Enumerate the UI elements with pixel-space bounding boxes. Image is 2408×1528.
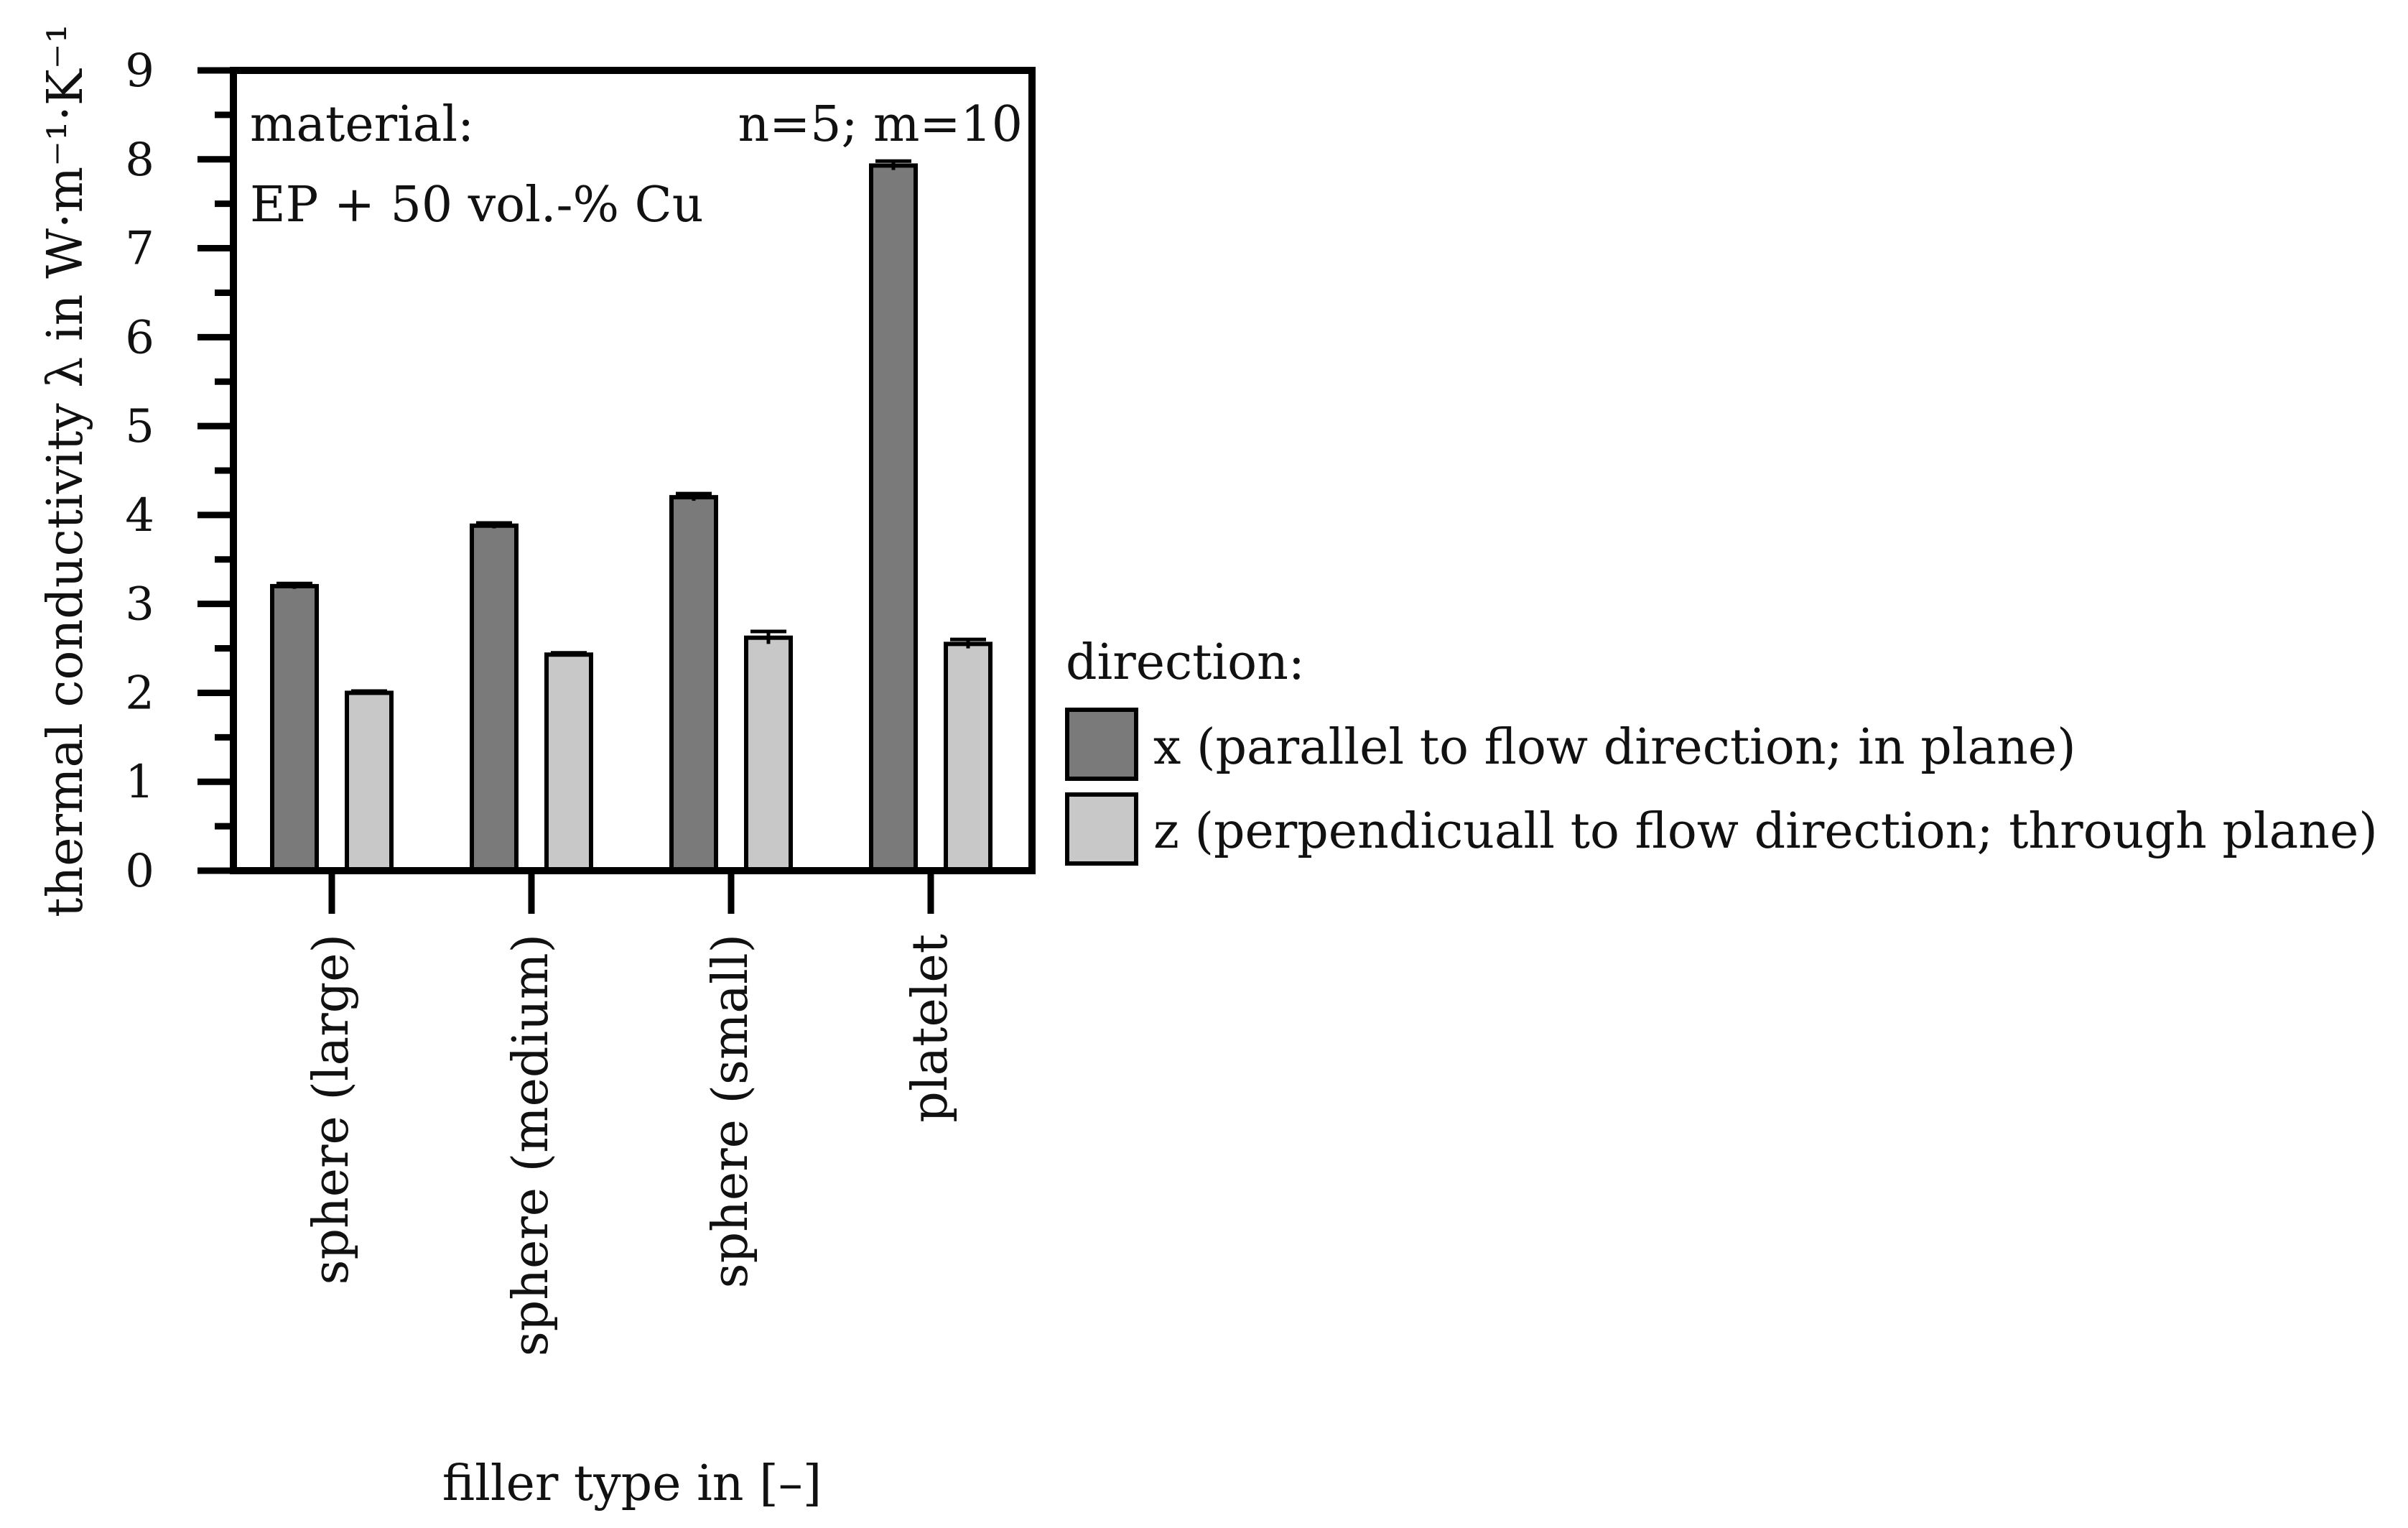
annotation-material-label: material: bbox=[250, 96, 474, 153]
y-axis: 0 1 2 3 4 5 6 7 8 9 bbox=[125, 45, 233, 898]
y-tick-label: 9 bbox=[125, 45, 154, 98]
y-tick-label: 8 bbox=[125, 134, 154, 187]
bar-x bbox=[470, 523, 519, 874]
y-tick-label: 4 bbox=[125, 489, 154, 542]
legend-title: direction: bbox=[1066, 634, 1305, 691]
x-tick-label: sphere (small) bbox=[702, 934, 759, 1288]
legend-swatch-z bbox=[1065, 792, 1138, 866]
bar-z bbox=[544, 652, 593, 873]
annotation-material-value: EP + 50 vol.-% Cu bbox=[250, 177, 704, 233]
bar-z bbox=[744, 635, 793, 873]
bars-group bbox=[270, 159, 993, 874]
x-tick-label: platelet bbox=[902, 934, 959, 1123]
legend: direction: x (parallel to flow direction… bbox=[1065, 634, 2378, 866]
y-tick-label: 2 bbox=[125, 667, 154, 720]
x-axis-title: filler type in [–] bbox=[442, 1455, 822, 1512]
x-axis: sphere (large) sphere (medium) sphere (sma… bbox=[303, 871, 959, 1356]
y-tick-label: 1 bbox=[125, 756, 154, 809]
x-tick-label: sphere (large) bbox=[303, 934, 360, 1284]
plot-frame bbox=[230, 67, 1036, 874]
y-tick-label: 7 bbox=[125, 223, 154, 276]
x-tick-label: sphere (medium) bbox=[503, 934, 559, 1356]
bar-x bbox=[270, 583, 319, 874]
y-tick-label: 6 bbox=[125, 311, 154, 364]
bar-x bbox=[669, 495, 718, 873]
y-tick-label: 3 bbox=[125, 578, 154, 631]
y-tick-label: 5 bbox=[125, 400, 154, 453]
legend-swatch-x bbox=[1065, 708, 1138, 781]
annotation-sample-info: n=5; m=10 bbox=[738, 96, 1023, 153]
legend-label-z: z (perpendicuall to flow direction; thro… bbox=[1153, 803, 2378, 860]
bar-z bbox=[345, 690, 394, 874]
y-tick-label: 0 bbox=[125, 845, 154, 898]
legend-label-x: x (parallel to flow direction; in plane) bbox=[1153, 719, 2076, 776]
bar-x bbox=[869, 163, 918, 874]
bar-z bbox=[944, 642, 993, 873]
y-axis-title: thermal conductivity λ in W·m⁻¹·K⁻¹ bbox=[37, 24, 94, 917]
